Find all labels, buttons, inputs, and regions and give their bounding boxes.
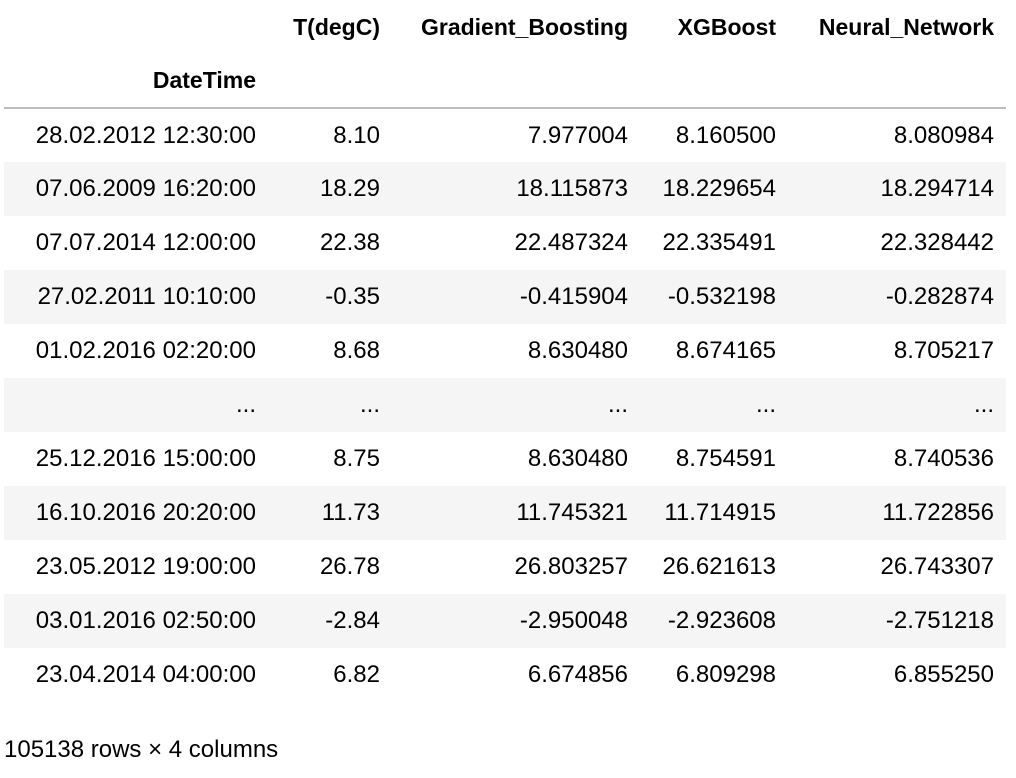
cell-gradient-boosting: 6.674856: [527, 661, 628, 688]
row-index-datetime: 07.07.2014 12:00:00: [35, 229, 256, 256]
table-row: 16.10.2016 20:20:00 11.73 11.745321 11.7…: [4, 486, 1006, 540]
column-header-xgboost: XGBoost: [677, 13, 776, 40]
table-row: 23.05.2012 19:00:00 26.78 26.803257 26.6…: [4, 540, 1006, 594]
row-index-datetime: 01.02.2016 02:20:00: [35, 337, 256, 364]
cell-xgboost: 8.674165: [675, 337, 776, 364]
row-index-ellipsis: ...: [235, 391, 256, 418]
dataframe-output: T(degC) Gradient_Boosting XGBoost Neural…: [4, 0, 1006, 702]
cell-xgboost: -2.923608: [667, 607, 776, 634]
index-name-header: DateTime: [4, 54, 268, 109]
cell-gradient-boosting: -2.950048: [519, 607, 628, 634]
cell-neural-network: 18.294714: [880, 175, 994, 202]
cell-temperature: 18.29: [319, 175, 380, 202]
index-name-filler: [788, 54, 1006, 109]
cell-temperature: 11.73: [321, 499, 380, 526]
cell-temperature: 8.68: [333, 337, 380, 364]
cell-xgboost: 11.714915: [664, 499, 776, 526]
dataframe-table: T(degC) Gradient_Boosting XGBoost Neural…: [4, 0, 1006, 702]
cell-temperature: 6.82: [333, 661, 380, 688]
cell-gradient-boosting: 11.745321: [516, 499, 628, 526]
row-index-datetime: 16.10.2016 20:20:00: [35, 499, 256, 526]
cell-neural-network: 8.080984: [893, 121, 994, 149]
cell-ellipsis: ...: [607, 391, 628, 418]
cell-xgboost: 8.160500: [675, 121, 776, 149]
cell-neural-network: 22.328442: [880, 229, 994, 256]
table-row: 01.02.2016 02:20:00 8.68 8.630480 8.6741…: [4, 324, 1006, 378]
cell-temperature: 22.38: [319, 229, 380, 256]
row-index-datetime: 03.01.2016 02:50:00: [35, 607, 256, 634]
cell-neural-network: 8.740536: [893, 445, 994, 472]
table-row: 27.02.2011 10:10:00 -0.35 -0.415904 -0.5…: [4, 270, 1006, 324]
table-row: 25.12.2016 15:00:00 8.75 8.630480 8.7545…: [4, 432, 1006, 486]
cell-xgboost: 26.621613: [662, 553, 776, 580]
table-row: 23.04.2014 04:00:00 6.82 6.674856 6.8092…: [4, 648, 1006, 702]
cell-ellipsis: ...: [359, 391, 380, 418]
cell-neural-network: 6.855250: [893, 661, 994, 688]
cell-gradient-boosting: -0.415904: [519, 283, 628, 310]
row-index-datetime: 27.02.2011 10:10:00: [37, 283, 256, 310]
table-header: T(degC) Gradient_Boosting XGBoost Neural…: [4, 0, 1006, 109]
table-row: 28.02.2012 12:30:00 8.10 7.977004 8.1605…: [4, 108, 1006, 162]
cell-neural-network: -2.751218: [885, 607, 994, 634]
column-header-neural-network: Neural_Network: [818, 13, 994, 40]
row-index-datetime: 28.02.2012 12:30:00: [35, 121, 256, 149]
cell-gradient-boosting: 18.115873: [516, 175, 628, 202]
cell-xgboost: 22.335491: [662, 229, 776, 256]
cell-ellipsis: ...: [973, 391, 994, 418]
cell-gradient-boosting: 8.630480: [527, 337, 628, 364]
cell-temperature: 8.10: [333, 121, 380, 149]
row-index-datetime: 23.05.2012 19:00:00: [35, 553, 256, 580]
cell-temperature: 26.78: [319, 553, 380, 580]
column-header-row: T(degC) Gradient_Boosting XGBoost Neural…: [4, 0, 1006, 54]
index-name-filler: [640, 54, 788, 109]
cell-xgboost: 18.229654: [662, 175, 776, 202]
cell-gradient-boosting: 22.487324: [514, 229, 628, 256]
column-header-temperature: T(degC): [293, 13, 380, 40]
cell-xgboost: -0.532198: [667, 283, 776, 310]
table-row-ellipsis: ... ... ... ... ...: [4, 378, 1006, 432]
column-header-gradient-boosting: Gradient_Boosting: [420, 13, 628, 40]
index-name-row: DateTime: [4, 54, 1006, 109]
row-index-datetime: 25.12.2016 15:00:00: [35, 445, 256, 472]
cell-neural-network: 8.705217: [893, 337, 994, 364]
cell-neural-network: 11.722856: [882, 499, 994, 526]
cell-temperature: -2.84: [325, 607, 380, 634]
table-row: 07.07.2014 12:00:00 22.38 22.487324 22.3…: [4, 216, 1006, 270]
header-blank-cell: [4, 0, 268, 54]
index-name-filler: [268, 54, 392, 109]
index-name-filler: [392, 54, 640, 109]
cell-xgboost: 6.809298: [675, 661, 776, 688]
row-index-datetime: 07.06.2009 16:20:00: [35, 175, 256, 202]
row-index-datetime: 23.04.2014 04:00:00: [35, 661, 256, 688]
cell-temperature: -0.35: [325, 283, 380, 310]
cell-gradient-boosting: 26.803257: [514, 553, 628, 580]
cell-neural-network: 26.743307: [880, 553, 994, 580]
dataframe-shape-text: 105138 rows × 4 columns: [4, 736, 279, 763]
table-row: 03.01.2016 02:50:00 -2.84 -2.950048 -2.9…: [4, 594, 1006, 648]
table-row: 07.06.2009 16:20:00 18.29 18.115873 18.2…: [4, 162, 1006, 216]
cell-ellipsis: ...: [755, 391, 776, 418]
cell-neural-network: -0.282874: [885, 283, 994, 310]
cell-gradient-boosting: 8.630480: [527, 445, 628, 472]
cell-gradient-boosting: 7.977004: [527, 121, 628, 149]
cell-temperature: 8.75: [333, 445, 380, 472]
cell-xgboost: 8.754591: [675, 445, 776, 472]
table-body: 28.02.2012 12:30:00 8.10 7.977004 8.1605…: [4, 108, 1006, 702]
